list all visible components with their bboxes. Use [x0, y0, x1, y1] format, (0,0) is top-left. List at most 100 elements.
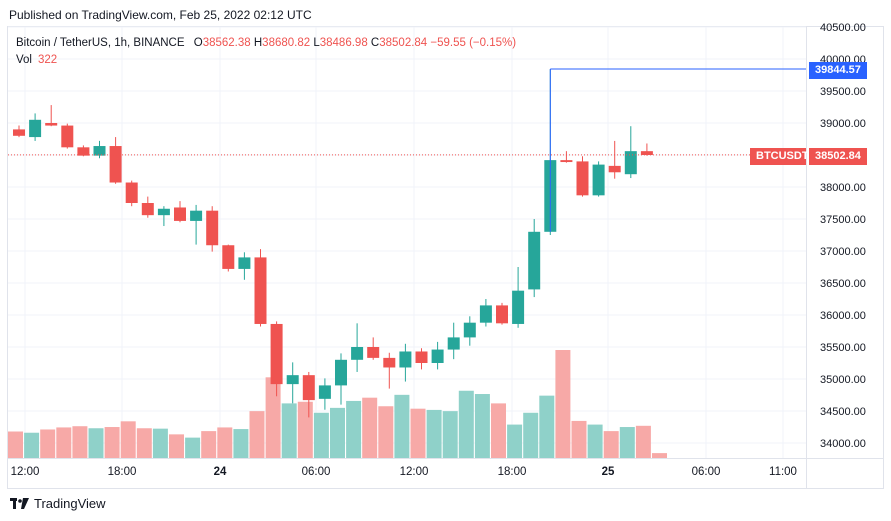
volume-bar — [442, 411, 458, 458]
volume-bar — [619, 427, 635, 458]
candle-body — [206, 210, 219, 246]
volume-bar — [152, 428, 168, 458]
volume-value: 322 — [38, 54, 58, 66]
volume-bar — [313, 412, 329, 458]
candle-body — [61, 125, 74, 148]
volume-bar — [652, 453, 667, 458]
volume-bar — [346, 400, 362, 458]
candle-body — [592, 164, 605, 196]
volume-bar — [265, 377, 281, 458]
volume-bar — [330, 407, 345, 458]
candle-body — [479, 305, 492, 323]
price-tick-label: 34000.00 — [820, 438, 866, 450]
price-tick-label: 39000.00 — [820, 118, 866, 130]
candle-body — [45, 123, 58, 126]
candle-body — [286, 375, 299, 385]
time-axis: 12:00 18:00 24 06:00 12:00 18:00 25 06:00 11:00 — [11, 466, 797, 478]
symbol-name[interactable]: Bitcoin / TetherUS, 1h, BINANCE — [16, 37, 185, 49]
candle-body — [174, 207, 186, 221]
candle-body — [624, 151, 637, 175]
low-label: L — [313, 37, 320, 49]
candle-body — [512, 290, 525, 324]
candle-body — [576, 161, 589, 196]
change-value: −59.55 (−0.15%) — [430, 37, 517, 49]
volume-bar — [8, 431, 23, 458]
legend: Bitcoin / TetherUS, 1h, BINANCE O38562.3… — [16, 35, 516, 69]
volume-bar — [378, 406, 394, 458]
volume-bar — [491, 403, 506, 458]
candle-body — [383, 357, 396, 368]
price-tick-label: 37500.00 — [820, 214, 866, 226]
brand-name: TradingView — [34, 496, 106, 511]
volume-bar — [587, 424, 603, 458]
crosshair-price-tag: 39844.57 — [809, 62, 867, 79]
price-tick-label: 37000.00 — [820, 246, 866, 258]
price-tick-label: 36500.00 — [820, 278, 866, 290]
candle-body — [608, 165, 621, 173]
candle-body — [640, 151, 653, 155]
volume-label: Vol — [16, 54, 32, 66]
candle-body — [157, 208, 170, 216]
price-tick-label: 35000.00 — [820, 374, 866, 386]
price-tick-label: 40500.00 — [820, 22, 866, 34]
volume-bar — [249, 411, 265, 458]
volume-bar — [56, 427, 72, 458]
price-tick-label: 36000.00 — [820, 310, 866, 322]
candle-body — [109, 146, 122, 183]
candle-body — [29, 119, 42, 138]
candle-body — [463, 322, 476, 338]
candle-body — [254, 257, 267, 324]
tradingview-logo-icon — [10, 497, 29, 509]
published-note: Published on TradingView.com, Feb 25, 20… — [9, 8, 312, 22]
volume-bar — [571, 420, 587, 458]
high-value: 38680.82 — [262, 37, 311, 49]
volume-bar — [40, 429, 56, 458]
footer-brand[interactable]: TradingView — [10, 496, 106, 511]
volume-bar — [458, 390, 474, 458]
volume-bar — [120, 421, 136, 458]
close-value: 38502.84 — [379, 37, 428, 49]
candle-body — [190, 210, 203, 221]
candle-body — [141, 203, 154, 216]
volume-bar — [201, 431, 217, 458]
time-tick-label: 06:00 — [692, 466, 721, 478]
candle-body — [528, 231, 541, 290]
volume-bar — [72, 426, 88, 458]
candle-body — [335, 359, 347, 386]
candle-body — [222, 245, 235, 269]
candle-body — [125, 182, 138, 203]
price-axis: 34000.00 34500.00 35000.00 35500.00 36000.00… — [820, 22, 866, 450]
candle-body — [93, 146, 106, 156]
open-value: 38562.38 — [202, 37, 251, 49]
volume-bar — [523, 412, 539, 458]
volume-bar — [88, 428, 104, 458]
high-label: H — [253, 37, 263, 49]
price-tick-label: 38000.00 — [820, 182, 866, 194]
candle-body — [496, 305, 508, 324]
last-price-tag: 38502.84 — [809, 148, 867, 165]
candle-body — [13, 129, 25, 136]
time-tick-label: 11:00 — [769, 466, 797, 478]
price-tick-label: 39500.00 — [820, 86, 866, 98]
time-tick-label: 12:00 — [400, 466, 429, 478]
time-tick-label: 18:00 — [498, 466, 527, 478]
volume-bar — [281, 403, 297, 458]
time-tick-label: 06:00 — [302, 466, 331, 478]
price-tick-label: 35500.00 — [820, 342, 866, 354]
volume-bar — [394, 394, 410, 458]
volume-bar — [555, 350, 571, 458]
volume-bar — [217, 427, 233, 458]
close-label: C — [370, 37, 380, 49]
volume-bar — [507, 424, 523, 458]
time-tick-label: 12:00 — [11, 466, 40, 478]
volume-bar — [362, 397, 378, 458]
volume-bar — [136, 428, 152, 458]
time-tick-label: 18:00 — [108, 466, 137, 478]
volume-bars — [8, 350, 667, 458]
candle-body — [77, 147, 90, 156]
volume-bar — [233, 429, 249, 458]
candle-body — [431, 349, 444, 363]
price-tick-label: 34500.00 — [820, 406, 866, 418]
volume-bar — [185, 437, 201, 458]
